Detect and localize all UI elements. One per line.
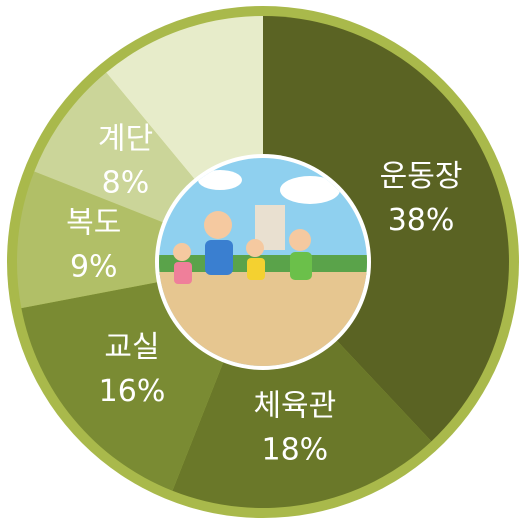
slice xyxy=(172,262,432,508)
value-label: 8% xyxy=(102,166,150,201)
value-label: 16% xyxy=(99,374,166,409)
slice-label: 교실 xyxy=(104,330,159,365)
slice-label: 복도 xyxy=(66,206,121,241)
slice xyxy=(17,171,264,309)
slice xyxy=(263,16,509,442)
value-label: 38% xyxy=(388,203,455,238)
slice-label: 운동장 xyxy=(380,159,463,194)
labels: 운동장 38% 체육관 18% 교실 16% 복도 9% 계단 8% xyxy=(66,122,462,468)
slice-label: 체육관 xyxy=(253,388,336,423)
slice-label: 계단 xyxy=(98,122,153,157)
pie xyxy=(17,15,509,508)
value-label: 9% xyxy=(70,250,118,285)
value-label: 18% xyxy=(262,432,329,467)
